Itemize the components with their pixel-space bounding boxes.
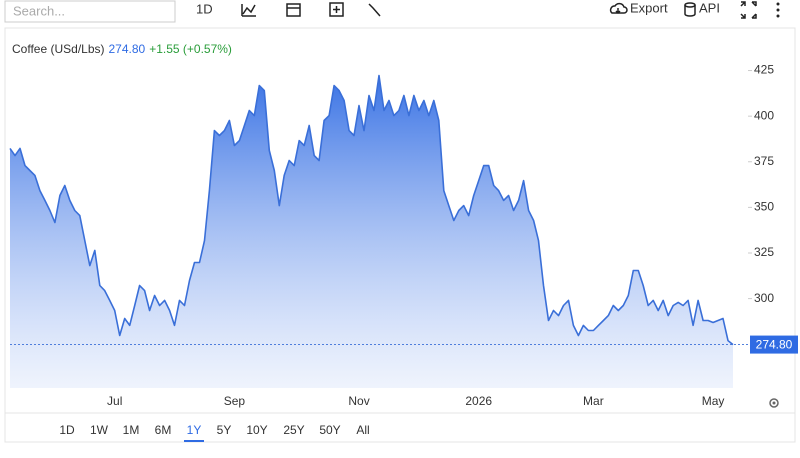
range-selector: 1D 1W 1M 6M 1Y 5Y 10Y 25Y 50Y All	[59, 423, 370, 442]
y-tick-label: 425	[754, 63, 774, 77]
chart-frame	[4, 27, 796, 443]
x-tick-label: May	[702, 394, 725, 408]
menu-icon[interactable]	[776, 2, 780, 18]
price-change: +1.55 (+0.57%)	[149, 42, 232, 56]
chart-header: Coffee (USd/Lbs) 274.80 +1.55 (+0.57%)	[12, 42, 232, 56]
x-tick-label: Sep	[224, 394, 246, 408]
x-tick-label: 2026	[465, 394, 492, 408]
range-button[interactable]: 1Y	[187, 423, 202, 437]
x-tick-label: Mar	[583, 394, 604, 408]
range-button[interactable]: All	[356, 423, 369, 437]
calendar-icon[interactable]	[286, 3, 301, 17]
add-icon[interactable]	[329, 2, 344, 17]
tools-icon[interactable]	[368, 3, 381, 17]
price-line	[9, 74, 734, 346]
range-button[interactable]: 6M	[155, 423, 172, 437]
instrument-name: Coffee (USd/Lbs)	[12, 42, 105, 56]
export-button[interactable]: Export	[630, 0, 668, 15]
range-button[interactable]: 10Y	[246, 423, 267, 437]
x-tick-label: Jul	[107, 394, 122, 408]
y-tick-label: 350	[754, 200, 774, 214]
fullscreen-icon[interactable]	[740, 1, 757, 19]
export-icon[interactable]	[609, 2, 628, 15]
last-price-label: 274.80	[756, 338, 793, 352]
last-price-tag	[750, 335, 798, 354]
plot: 300 325 350 375 400 425 Jul Sep Nov 2026 Mar May 274…	[9, 63, 798, 408]
last-price: 274.80	[109, 42, 146, 56]
y-tick-label: 400	[754, 108, 774, 122]
api-button[interactable]: API	[699, 0, 720, 15]
range-button[interactable]: 50Y	[319, 423, 340, 437]
y-tick-label: 325	[754, 245, 774, 259]
area-fill	[10, 75, 733, 388]
x-tick-label: Nov	[348, 394, 369, 408]
range-button[interactable]: 1D	[59, 423, 75, 437]
api-icon[interactable]	[684, 2, 696, 17]
range-button[interactable]: 25Y	[283, 423, 304, 437]
y-tick-label: 375	[754, 154, 774, 168]
search-box[interactable]	[4, 0, 176, 23]
range-button[interactable]: 1W	[90, 423, 109, 437]
range-button[interactable]: 5Y	[217, 423, 232, 437]
range-button[interactable]: 1M	[123, 423, 140, 437]
search-placeholder[interactable]: Search...	[13, 3, 65, 18]
settings-icon[interactable]	[769, 398, 779, 408]
interval-button[interactable]: 1D	[196, 1, 213, 16]
y-tick-label: 300	[754, 291, 774, 305]
chart-type-icon[interactable]	[241, 4, 256, 17]
